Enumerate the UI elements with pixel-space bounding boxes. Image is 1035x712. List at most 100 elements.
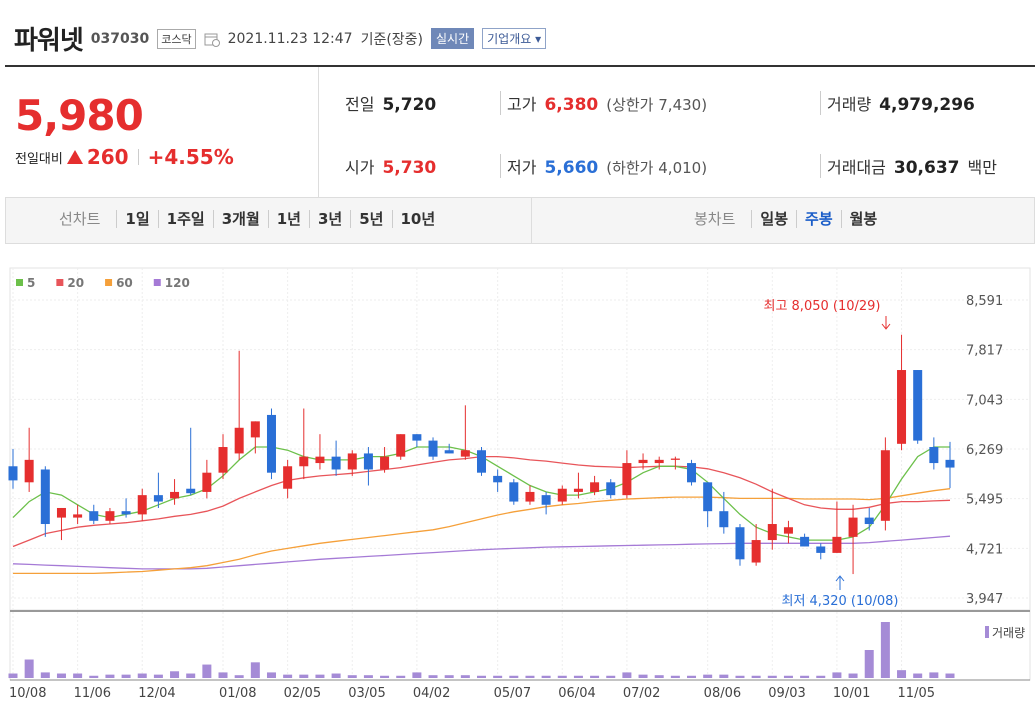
candle-body	[557, 488, 567, 502]
stat: 고가 6,380 (상한가 7,430)	[500, 91, 707, 115]
candle-body	[719, 511, 729, 528]
volume-bar	[767, 675, 777, 678]
tab[interactable]: 3년	[309, 210, 350, 228]
overview-button[interactable]: 기업개요 ▾	[482, 28, 547, 49]
candle-body	[880, 450, 890, 521]
stat-label: 거래대금	[820, 154, 886, 178]
volume-bar	[380, 675, 390, 678]
stat: 전일 5,720	[345, 91, 436, 115]
candle-body	[670, 458, 680, 460]
volume-bar	[186, 673, 196, 678]
volume-bar	[266, 672, 276, 678]
x-tick-label: 02/05	[284, 686, 321, 701]
candle-body	[40, 469, 50, 525]
x-tick-label: 03/05	[348, 686, 385, 701]
candle-body	[428, 440, 438, 457]
stat: 거래대금 30,637 백만	[820, 154, 997, 178]
candle-body	[493, 475, 503, 483]
header: 파워넷 037030 코스닥 2021.11.23 12:47 기준(장중) 실…	[14, 20, 547, 57]
volume-bar	[735, 675, 745, 678]
tab[interactable]: 주봉	[796, 210, 841, 228]
volume-bar	[719, 674, 729, 678]
candle-body	[832, 536, 842, 553]
x-tick-label: 10/08	[9, 686, 46, 701]
chart: 8,591 7,817 7,043 6,269 5,495 4,721 3,947 10/08…	[8, 267, 1031, 701]
candle-body	[186, 488, 196, 494]
x-tick-label: 04/02	[413, 686, 450, 701]
tab-group-label: 선차트	[59, 210, 101, 228]
volume-bar	[509, 675, 519, 678]
candle-body	[89, 511, 99, 521]
high-arrow-head	[881, 323, 891, 330]
volume-bar	[331, 673, 341, 678]
x-tick-label: 11/06	[74, 686, 111, 701]
candle-body	[412, 434, 422, 441]
stat-value: 30,637	[893, 158, 960, 178]
candle-body	[396, 434, 406, 457]
tab[interactable]: 월봉	[840, 210, 886, 228]
up-triangle	[66, 150, 83, 164]
volume-bar	[73, 673, 83, 678]
tab[interactable]: 10년	[391, 210, 444, 228]
volume-bar	[848, 673, 858, 678]
low-annotation: 최저 4,320 (10/08)	[781, 594, 898, 609]
candle-body	[56, 507, 66, 518]
tab[interactable]: 3개월	[212, 210, 268, 228]
volume-bar	[283, 674, 293, 678]
volume-bar	[638, 674, 648, 678]
legend-label: 120	[165, 276, 190, 290]
volume-bar	[460, 675, 470, 678]
basis: 기준(장중)	[360, 31, 424, 48]
separator	[137, 149, 139, 165]
volume-bar	[121, 674, 131, 678]
volume-bar	[751, 675, 761, 678]
stat-note: (하한가 4,010)	[606, 159, 708, 177]
candle-body	[266, 414, 276, 473]
y-tick-label: 8,591	[966, 294, 1003, 309]
volume-bar	[670, 675, 680, 678]
candle-body	[945, 459, 955, 468]
candle-body	[800, 536, 810, 547]
candle-body	[638, 459, 648, 464]
candle-body	[234, 427, 244, 454]
tab[interactable]: 일봉	[751, 210, 796, 228]
datetime: 2021.11.23 12:47	[227, 30, 353, 47]
legend-label: 5	[27, 276, 35, 290]
change-label: 전일대비	[15, 151, 63, 167]
volume-bar	[89, 675, 99, 678]
candle-body	[573, 488, 583, 492]
candle-body	[73, 514, 83, 518]
candle-body	[315, 456, 325, 464]
tab[interactable]: 1년	[267, 210, 309, 228]
market: 코스닥	[157, 28, 196, 49]
high-annotation: 최고 8,050 (10/29)	[763, 299, 880, 314]
divider	[531, 198, 532, 243]
y-tick-label: 5,495	[966, 493, 1003, 508]
realtime-button[interactable]: 실시간	[431, 28, 475, 49]
candle-body	[380, 456, 390, 470]
tab[interactable]: 1주일	[157, 210, 213, 228]
volume-bar	[202, 664, 212, 678]
tab[interactable]: 1일	[116, 210, 157, 228]
tab[interactable]: 5년	[350, 210, 391, 228]
volume-bar	[800, 675, 810, 678]
quote-panel: 5,980 전일대비 260 +4.55% 전일 5,720 고가 6,380 (상한…	[5, 65, 1035, 198]
candle-body	[525, 491, 535, 502]
stat-value: 5,720	[382, 95, 437, 115]
volume-bar	[299, 674, 309, 678]
volume-bar	[816, 675, 826, 678]
stat-value: 4,979,296	[879, 95, 975, 115]
candle-body	[444, 450, 454, 454]
candle-body	[121, 511, 131, 515]
candle-body	[541, 495, 551, 505]
y-tick-label: 4,721	[966, 542, 1003, 557]
candle-body	[751, 540, 761, 563]
x-tick-label: 05/07	[494, 686, 531, 701]
x-tick-label: 10/01	[833, 686, 870, 701]
volume-bar	[557, 675, 567, 678]
y-tick-label: 7,817	[966, 344, 1003, 359]
legend-label: 20	[67, 276, 84, 290]
candle-body	[929, 447, 939, 464]
volume-bar	[590, 675, 600, 678]
volume-frame	[9, 609, 1031, 681]
